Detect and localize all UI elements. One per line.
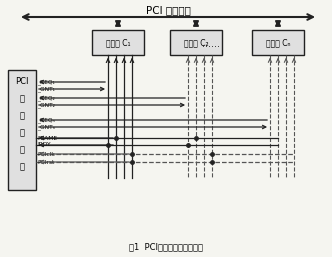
Bar	[92, 30, 144, 55]
Text: IRDY: IRDY	[37, 142, 50, 148]
Text: _GNT₁: _GNT₁	[37, 86, 55, 92]
Text: PCIclk: PCIclk	[37, 151, 55, 157]
Text: PCI 高速总线: PCI 高速总线	[145, 5, 191, 15]
Text: PCI: PCI	[15, 78, 29, 87]
Text: _REQ₁: _REQ₁	[37, 79, 55, 85]
Text: _GNT₂: _GNT₂	[37, 102, 55, 108]
Text: _REQₙ: _REQₙ	[37, 117, 55, 123]
Text: _GNTₙ: _GNTₙ	[37, 124, 55, 130]
Bar	[8, 70, 36, 190]
Bar	[252, 30, 304, 55]
Text: 主设备 C₂: 主设备 C₂	[184, 38, 208, 47]
Text: 线: 线	[20, 112, 25, 121]
Text: FRAME: FRAME	[37, 135, 57, 141]
Text: 总: 总	[20, 95, 25, 104]
Text: 图1  PCI总线仲裁机制示意图: 图1 PCI总线仲裁机制示意图	[129, 243, 203, 252]
Text: 主设备 C₁: 主设备 C₁	[106, 38, 130, 47]
Text: ......: ......	[202, 39, 220, 49]
Text: PCIrst: PCIrst	[37, 160, 54, 164]
Text: _REQ₂: _REQ₂	[37, 95, 55, 101]
Text: 仲: 仲	[20, 128, 25, 137]
Text: 主设备 Cₙ: 主设备 Cₙ	[266, 38, 290, 47]
Bar	[170, 30, 222, 55]
Text: 裁: 裁	[20, 145, 25, 154]
Text: 器: 器	[20, 162, 25, 171]
